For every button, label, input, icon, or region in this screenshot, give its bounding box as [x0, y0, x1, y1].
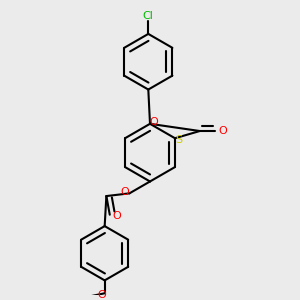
Text: O: O	[121, 187, 129, 197]
Text: Cl: Cl	[143, 11, 154, 21]
Text: O: O	[150, 118, 158, 128]
Text: O: O	[112, 212, 121, 221]
Text: O: O	[97, 290, 106, 300]
Text: O: O	[218, 126, 227, 136]
Text: S: S	[175, 135, 182, 145]
